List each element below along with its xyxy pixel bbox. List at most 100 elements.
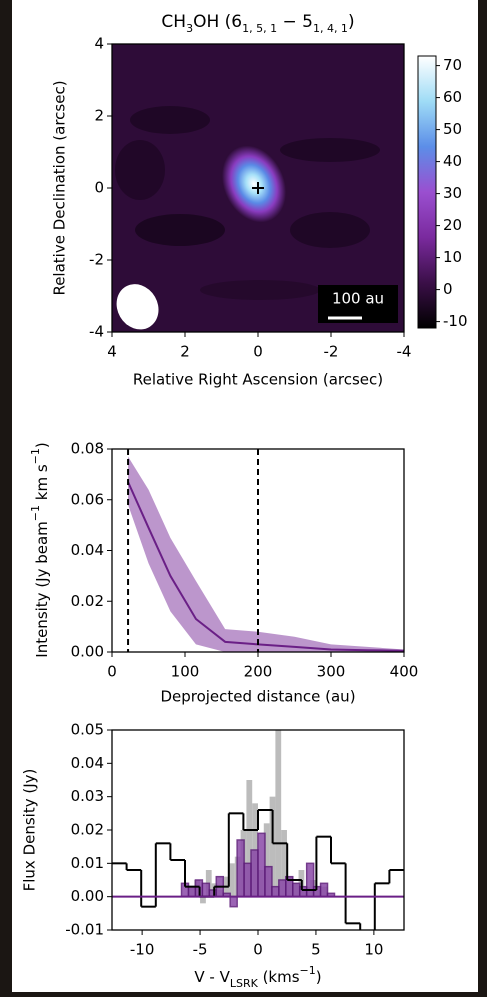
x-axis-label-part: LSRK: [230, 977, 259, 990]
histogram-bar: [271, 885, 280, 898]
x-tick-label: 4: [107, 343, 117, 361]
y-tick-label: 0.08: [71, 440, 104, 458]
map-structure: [130, 106, 210, 134]
chart-title-part: OH (6: [193, 12, 242, 32]
x-tick-label: 0: [107, 663, 117, 681]
map-structure: [200, 280, 320, 300]
histogram-bar: [319, 882, 329, 898]
y-axis-label: Intensity (Jy beam−1 km s−1): [29, 442, 51, 657]
histogram-bar: [257, 832, 266, 898]
plot-area: [112, 730, 404, 930]
y-tick-label: 0.02: [71, 821, 104, 839]
y-tick-label: 4: [94, 35, 104, 53]
scalebar-label: 100 au: [332, 290, 384, 308]
y-tick-label: -0.01: [65, 921, 104, 939]
source-marker: [252, 182, 264, 194]
y-tick-label: -4: [89, 323, 104, 341]
x-tick-label: 400: [390, 663, 419, 681]
y-axis-label: Relative Declination (arcsec): [51, 80, 69, 295]
colorbar-tick-label: 40: [443, 152, 462, 170]
beam: [116, 284, 159, 330]
x-tick-label: 10: [364, 941, 383, 959]
x-axis-label-part: ): [316, 968, 322, 986]
y-tick-label: 0.00: [71, 887, 104, 905]
x-tick-label: 0: [253, 343, 263, 361]
chart-title-part: CH: [161, 12, 186, 32]
histogram-bar: [269, 796, 276, 897]
colorbar-tick-label: 70: [443, 56, 462, 74]
colorbar-tick-label: 0: [443, 280, 453, 298]
histogram-bar: [264, 865, 273, 898]
y-tick-label: 0: [94, 179, 104, 197]
colorbar-tick-label: 30: [443, 184, 462, 202]
histogram-bar: [236, 839, 245, 898]
histogram-bar: [292, 882, 301, 898]
x-tick-label: 2: [180, 343, 190, 361]
uncertainty-band: [128, 456, 404, 652]
y-axis-label-part: −1: [29, 505, 42, 521]
histogram-bar: [187, 885, 197, 898]
histogram-bar: [229, 863, 235, 897]
chart-title-part: 1, 5, 1: [242, 22, 277, 35]
x-tick-label: -5: [193, 941, 208, 959]
x-tick-label: -10: [130, 941, 155, 959]
histogram-bar: [246, 780, 253, 897]
y-axis-label: Flux Density (Jy): [21, 769, 39, 892]
x-tick-label: 200: [244, 663, 273, 681]
map-structure: [135, 214, 225, 246]
y-tick-label: 0.01: [71, 854, 104, 872]
y-axis-label-part: ): [33, 442, 51, 448]
x-tick-label: -4: [397, 343, 412, 361]
x-axis-label-part: −1: [300, 964, 316, 977]
y-tick-label: -2: [89, 251, 104, 269]
y-tick-label: 0.02: [71, 592, 104, 610]
histogram-bar: [250, 849, 259, 898]
colorbar-tick-label: -10: [443, 312, 468, 330]
colorbar-tick-label: 20: [443, 216, 462, 234]
x-tick-label: 100: [171, 663, 200, 681]
chart-title-part: 1, 4, 1: [313, 22, 348, 35]
map-structure: [280, 138, 380, 162]
plot-area: [127, 456, 404, 652]
histogram-bar: [275, 730, 282, 897]
emission-peak: [221, 145, 287, 223]
y-tick-label: 0.04: [71, 541, 104, 559]
histogram-bar: [263, 823, 270, 897]
x-tick-label: -2: [324, 343, 339, 361]
chart-title-part: − 5: [277, 12, 313, 32]
x-tick-label: 5: [311, 941, 321, 959]
y-axis-label-part: −1: [29, 448, 42, 464]
y-tick-label: 0.00: [71, 643, 104, 661]
x-axis-label: Deprojected distance (au): [160, 688, 355, 706]
y-tick-label: 0.04: [71, 754, 104, 772]
y-axis-label-part: Intensity (Jy beam: [33, 521, 51, 658]
histogram-bar: [243, 862, 252, 898]
colorbar-tick-label: 60: [443, 88, 462, 106]
chart-title: CH3OH (61, 5, 1 − 51, 4, 1): [161, 12, 354, 35]
histogram-bar: [281, 830, 287, 897]
y-tick-label: 0.03: [71, 787, 104, 805]
y-tick-label: 0.06: [71, 490, 104, 508]
histogram-bar: [229, 895, 238, 908]
y-tick-label: 0.05: [71, 721, 104, 739]
colorbar-tick-label: 10: [443, 248, 462, 266]
x-axis-label: V - VLSRK (kms−1): [194, 964, 321, 990]
x-axis-label: Relative Right Ascension (arcsec): [133, 371, 383, 389]
profile-line: [127, 481, 404, 652]
x-axis-label-part: (kms: [258, 968, 300, 986]
x-tick-label: 0: [253, 941, 263, 959]
histogram-bar: [201, 882, 211, 898]
map-structure: [115, 140, 165, 200]
histogram-bar: [298, 885, 308, 898]
y-tick-label: 2: [94, 107, 104, 125]
map-structure: [290, 212, 370, 248]
colorbar: [417, 55, 437, 329]
chart-title-part: ): [348, 12, 355, 32]
histogram-bar: [278, 879, 287, 898]
chart-title-part: 3: [186, 22, 193, 35]
colorbar-tick-label: 50: [443, 120, 462, 138]
histogram-bar: [200, 896, 206, 904]
x-tick-label: 300: [317, 663, 346, 681]
